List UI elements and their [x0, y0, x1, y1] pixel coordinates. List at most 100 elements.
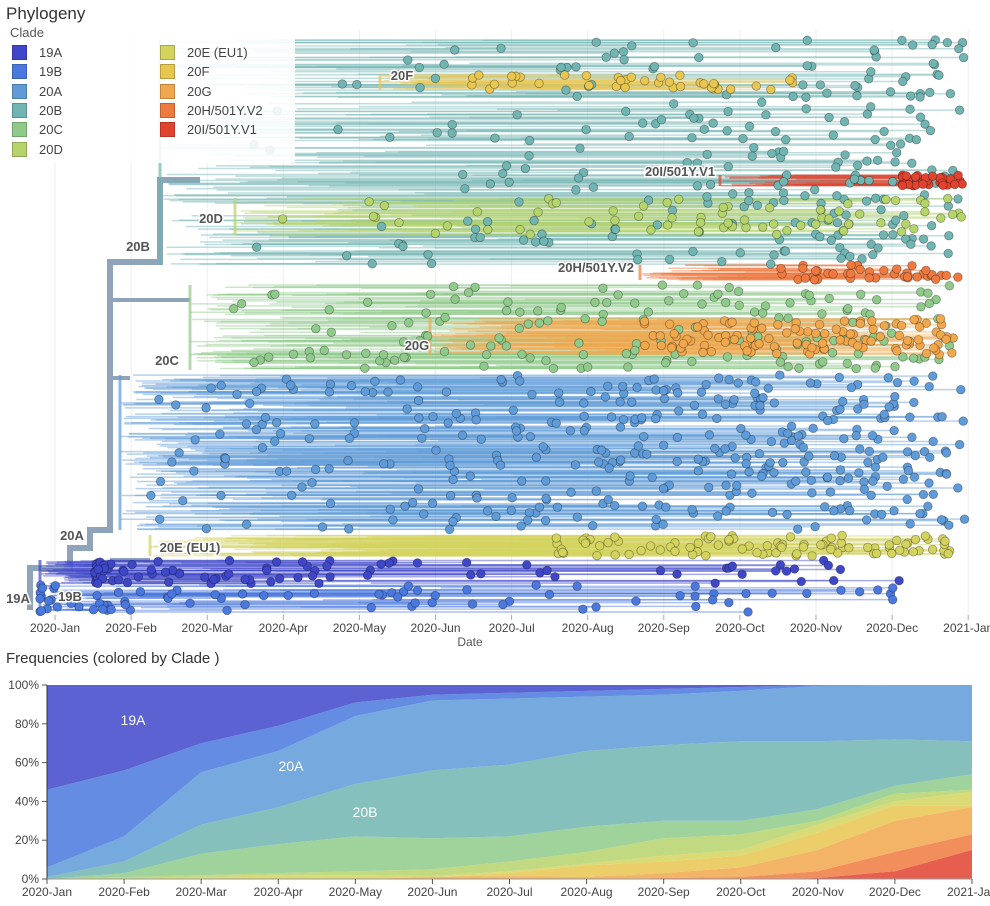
- x-tick-label: 2020-Jul: [489, 621, 535, 635]
- tree-tip: [623, 362, 633, 372]
- tree-tip: [902, 494, 912, 505]
- tree-tip: [615, 397, 625, 407]
- legend-item[interactable]: 19A: [12, 45, 62, 60]
- tree-tip: [866, 336, 876, 346]
- tree-tip: [855, 318, 866, 329]
- tree-tip: [713, 511, 723, 521]
- tree-tip: [692, 158, 702, 168]
- tree-tip: [618, 381, 628, 392]
- tree-tip: [910, 172, 921, 182]
- tree-tip: [579, 411, 589, 421]
- tree-tip: [657, 280, 668, 290]
- legend-item[interactable]: 20F: [160, 64, 209, 80]
- tree-tip: [658, 519, 668, 530]
- y-tick-label: 100%: [8, 678, 39, 692]
- frequencies-chart[interactable]: 0% 20% 40% 60% 80% 100% 2020-Jan 2020-Feb 2020-M…: [0, 670, 990, 906]
- tree-tip: [616, 455, 626, 465]
- tree-tip: [859, 399, 869, 410]
- tree-tip: [584, 217, 594, 227]
- tree-tip: [398, 337, 409, 347]
- tree-tip: [934, 70, 944, 80]
- legend-item[interactable]: 19B: [12, 64, 62, 80]
- tree-tip: [690, 591, 700, 601]
- tree-tip: [206, 383, 216, 393]
- legend-label: 20G: [187, 83, 212, 99]
- tree-tip: [675, 70, 685, 80]
- legend-label: 19A: [39, 45, 63, 60]
- tree-tip: [850, 80, 860, 91]
- tree-tip: [757, 323, 767, 333]
- tree-tip: [616, 75, 626, 86]
- tree-tip: [785, 75, 795, 85]
- tree-tip: [889, 506, 899, 516]
- legend-item[interactable]: 20C: [12, 122, 63, 138]
- tree-tip: [251, 386, 262, 397]
- tree-tip: [37, 583, 48, 593]
- tree-tip: [440, 312, 450, 323]
- legend-item[interactable]: 20I/501Y.V1: [160, 122, 257, 138]
- tree-tip: [817, 338, 828, 348]
- tree-tip: [457, 430, 468, 440]
- tree-tip: [767, 588, 777, 599]
- legend-item[interactable]: 20B: [12, 102, 63, 118]
- tree-tip: [432, 128, 442, 138]
- legend-item[interactable]: 20A: [12, 83, 62, 99]
- phylogeny-tree[interactable]: 2020-Jan 2020-Feb 2020-Mar 2020-Apr 2020-May…: [0, 0, 990, 655]
- tree-tip: [815, 80, 826, 90]
- tree-tip: [918, 234, 929, 244]
- tree-tip: [544, 589, 555, 600]
- tree-tip: [241, 519, 252, 530]
- legend-item[interactable]: 20D: [12, 141, 63, 157]
- tree-tip: [324, 387, 335, 397]
- tree-tip: [450, 294, 460, 304]
- clade-label: 20G: [405, 338, 430, 353]
- tree-tip: [93, 564, 103, 574]
- tree-tip: [286, 490, 297, 500]
- tree-tip: [554, 397, 565, 407]
- tree-tip: [867, 430, 878, 441]
- tree-tip: [403, 55, 413, 65]
- tree-tip: [325, 572, 335, 582]
- clade-label: 20I/501Y.V1: [645, 164, 715, 179]
- tree-tip: [658, 483, 669, 494]
- tree-tip: [460, 183, 470, 194]
- tree-tip: [66, 598, 76, 609]
- tree-tip: [866, 67, 876, 77]
- legend-item[interactable]: 20E (EU1): [160, 45, 248, 60]
- tree-tip: [912, 272, 922, 282]
- tree-tip: [501, 305, 512, 316]
- legend-item[interactable]: 20G: [160, 83, 212, 99]
- legend-item[interactable]: 20H/501Y.V2: [160, 102, 263, 118]
- tree-tip: [913, 335, 924, 345]
- tree-tip: [495, 460, 506, 470]
- tree-tip: [240, 599, 250, 610]
- tree-tip: [923, 288, 933, 298]
- tree-tip: [853, 341, 863, 351]
- legend-label: 20B: [39, 102, 63, 118]
- tree-tip: [926, 220, 937, 231]
- tree-tip: [765, 457, 775, 468]
- tree-tip: [626, 72, 637, 82]
- tree-tip: [811, 328, 821, 339]
- x-tick-label: 2020-Jun: [407, 885, 457, 899]
- frequencies-title: Frequencies (colored by Clade ): [6, 650, 220, 667]
- tree-tip: [909, 224, 919, 234]
- tree-tip: [928, 58, 938, 69]
- tree-tip: [782, 225, 792, 236]
- tree-tip: [916, 302, 926, 312]
- tree-tip: [428, 411, 438, 422]
- tree-tip: [362, 297, 373, 307]
- tree-tip: [322, 561, 332, 571]
- tree-tip: [561, 85, 571, 95]
- tree-tip: [651, 514, 661, 525]
- tree-tip: [430, 73, 441, 84]
- tree-tip: [851, 430, 861, 441]
- tree-tip: [687, 356, 697, 367]
- tree-tip: [875, 331, 885, 342]
- tree-tip: [810, 266, 821, 276]
- tree-tip: [765, 203, 775, 213]
- tree-tip: [588, 182, 599, 192]
- tree-tip: [690, 581, 700, 592]
- tree-tip: [824, 293, 834, 304]
- tree-tip: [758, 308, 768, 318]
